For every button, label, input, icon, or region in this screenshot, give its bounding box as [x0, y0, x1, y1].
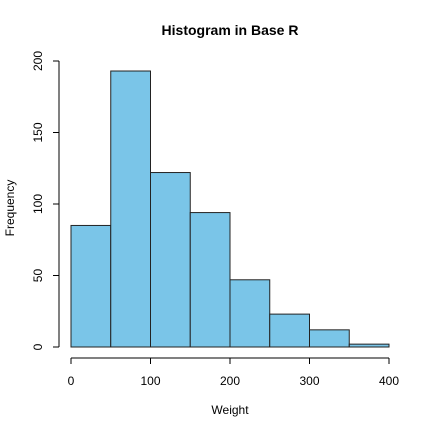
histogram-bars: [70, 70, 390, 348]
x-tick-label: 0: [68, 374, 75, 388]
y-tick-label: 150: [31, 122, 45, 142]
histogram-bar-7: [309, 329, 350, 348]
x-tick-label: 400: [379, 374, 399, 388]
y-axis: 0 50 100 150 200: [31, 51, 60, 350]
y-tick-label: 100: [31, 194, 45, 214]
y-tick-label: 50: [31, 269, 45, 283]
x-tick-label: 300: [299, 374, 319, 388]
histogram-bar-6: [269, 313, 310, 348]
x-axis-label: Weight: [211, 403, 249, 417]
histogram-bar-3: [150, 172, 191, 348]
histogram-bar-4: [189, 212, 231, 348]
histogram-bar-2: [110, 70, 151, 348]
histogram-bar-5: [229, 279, 271, 348]
histogram-bar-8: [348, 343, 390, 348]
histogram-bar-1: [70, 224, 112, 348]
x-tick-label: 100: [140, 374, 160, 388]
y-tick-label: 0: [31, 343, 45, 350]
y-tick-label: 200: [31, 51, 45, 71]
x-tick-label: 200: [220, 374, 240, 388]
x-axis: 0 100 200 300 400: [68, 357, 399, 388]
y-axis-label: Frequency: [3, 180, 17, 237]
chart-title: Histogram in Base R: [162, 22, 299, 38]
